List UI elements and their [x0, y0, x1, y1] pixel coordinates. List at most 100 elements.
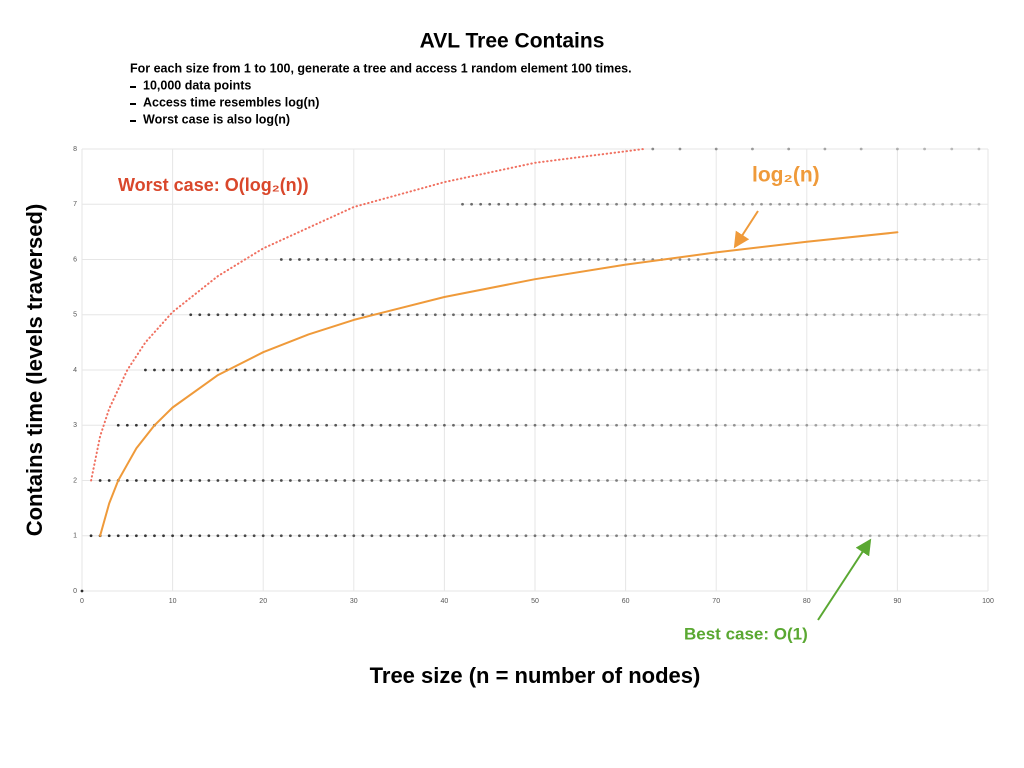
data-point — [941, 479, 945, 482]
data-point — [533, 479, 537, 482]
data-point — [578, 479, 582, 482]
data-point — [352, 423, 356, 427]
data-point — [787, 423, 791, 427]
data-point — [823, 258, 827, 261]
data-point — [379, 368, 383, 372]
data-point — [859, 202, 863, 206]
data-point — [424, 313, 428, 317]
data-point — [914, 258, 917, 261]
data-point — [116, 534, 120, 538]
bullet-marker — [130, 103, 136, 105]
data-point — [533, 423, 537, 427]
data-point — [651, 313, 655, 317]
data-point — [896, 202, 899, 206]
data-point — [443, 534, 446, 538]
data-point — [198, 313, 202, 317]
data-point — [669, 313, 673, 317]
data-point — [923, 368, 926, 372]
data-point — [778, 534, 782, 538]
data-point — [207, 479, 211, 482]
data-point — [488, 534, 492, 538]
data-point — [80, 589, 84, 593]
data-point — [597, 479, 600, 482]
data-point — [805, 423, 809, 427]
data-point — [470, 202, 473, 206]
data-point — [841, 258, 845, 261]
data-point — [180, 534, 184, 538]
data-point — [279, 423, 283, 427]
x-tick-label: 20 — [259, 598, 267, 605]
data-point — [624, 479, 627, 482]
data-point — [388, 423, 392, 427]
y-tick-label: 0 — [73, 588, 77, 595]
data-point — [796, 423, 800, 427]
data-point — [769, 258, 772, 261]
data-point — [606, 368, 609, 372]
data-point — [162, 479, 165, 482]
data-point — [606, 534, 609, 538]
data-point — [968, 479, 972, 482]
data-point — [433, 479, 437, 482]
data-point — [932, 534, 936, 538]
x-tick-label: 40 — [441, 598, 449, 605]
annotation: Worst case: O(log₂(n)) — [118, 175, 309, 195]
data-point — [488, 258, 492, 261]
data-point — [406, 313, 410, 317]
data-point — [723, 313, 727, 317]
data-point — [243, 479, 247, 482]
data-point — [252, 313, 256, 317]
data-point — [298, 423, 301, 427]
data-point — [361, 258, 365, 261]
data-point — [714, 534, 718, 538]
data-point — [769, 423, 772, 427]
data-point — [769, 534, 772, 538]
data-point — [805, 479, 809, 482]
data-point — [968, 423, 972, 427]
data-point — [796, 479, 800, 482]
data-point — [687, 534, 691, 538]
data-point — [171, 479, 175, 482]
data-point — [524, 534, 528, 538]
data-point — [741, 258, 745, 261]
data-point — [669, 479, 673, 482]
data-point — [216, 423, 220, 427]
data-point — [560, 202, 564, 206]
data-point — [524, 479, 528, 482]
data-point — [859, 147, 863, 151]
data-point — [343, 423, 347, 427]
data-point — [533, 534, 537, 538]
data-point — [696, 368, 700, 372]
data-point — [379, 534, 383, 538]
x-tick-label: 30 — [350, 598, 358, 605]
data-point — [968, 202, 972, 206]
data-point — [696, 423, 700, 427]
data-point — [524, 423, 528, 427]
data-point — [859, 479, 863, 482]
data-point — [334, 479, 338, 482]
data-point — [252, 368, 256, 372]
data-point — [397, 258, 401, 261]
data-point — [551, 202, 555, 206]
data-point — [415, 479, 419, 482]
data-point — [624, 202, 627, 206]
data-point — [950, 202, 954, 206]
data-point — [950, 313, 954, 317]
data-point — [660, 423, 664, 427]
data-point — [343, 534, 347, 538]
data-point — [370, 534, 374, 538]
data-point — [433, 368, 437, 372]
data-point — [977, 479, 981, 482]
data-point — [714, 258, 718, 261]
data-point — [470, 258, 473, 261]
data-point — [189, 423, 193, 427]
data-point — [814, 423, 818, 427]
data-point — [896, 423, 899, 427]
data-point — [678, 423, 682, 427]
data-point — [298, 368, 301, 372]
data-point — [171, 368, 175, 372]
data-point — [769, 368, 772, 372]
data-point — [198, 534, 202, 538]
data-point — [633, 202, 637, 206]
data-point — [751, 534, 754, 538]
data-point — [950, 147, 954, 151]
